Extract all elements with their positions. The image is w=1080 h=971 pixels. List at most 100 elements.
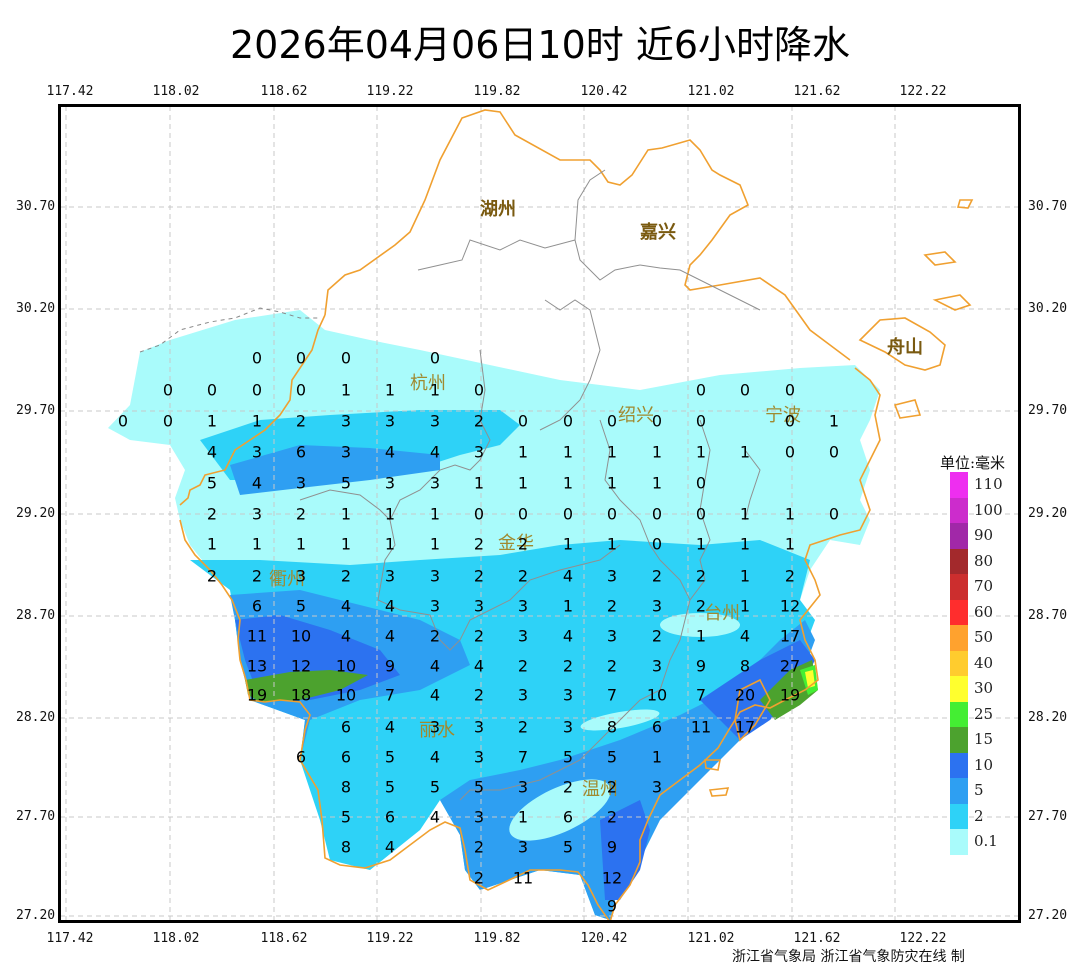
y-tick: 28.20 <box>1028 710 1068 725</box>
station-value: 6 <box>340 747 352 767</box>
station-value: 1 <box>739 596 751 616</box>
station-value: 3 <box>384 411 396 431</box>
station-value: 3 <box>651 777 663 797</box>
legend-label: 110 <box>974 475 1003 493</box>
station-value: 1 <box>429 380 441 400</box>
station-value: 0 <box>739 380 751 400</box>
legend-swatch <box>950 548 968 574</box>
province-border <box>179 109 974 923</box>
station-value: 4 <box>739 626 751 646</box>
x-tick: 118.62 <box>260 931 308 946</box>
station-value: 6 <box>295 442 307 462</box>
station-value: 1 <box>517 442 529 462</box>
station-value: 1 <box>739 566 751 586</box>
station-value: 2 <box>606 656 618 676</box>
city-label: 金华 <box>498 533 534 554</box>
station-value: 0 <box>429 348 441 368</box>
x-tick: 122.22 <box>899 84 947 99</box>
station-value: 1 <box>473 473 485 493</box>
gridlines <box>60 106 1019 921</box>
x-tick: 122.22 <box>899 931 947 946</box>
x-tick: 118.62 <box>260 84 308 99</box>
legend-label: 25 <box>974 704 994 723</box>
station-value: 3 <box>517 685 529 705</box>
station-value: 1 <box>606 473 618 493</box>
station-value: 19 <box>246 685 268 705</box>
station-value: 2 <box>295 411 307 431</box>
station-value: 4 <box>562 626 574 646</box>
station-value: 1 <box>695 626 707 646</box>
station-value: 4 <box>384 717 396 737</box>
y-tick: 30.20 <box>1028 301 1068 316</box>
station-value: 2 <box>340 566 352 586</box>
legend-label: 80 <box>974 551 994 570</box>
station-value: 3 <box>384 566 396 586</box>
station-value: 17 <box>734 717 756 737</box>
x-tick: 118.02 <box>152 931 200 946</box>
station-value: 0 <box>651 411 663 431</box>
station-value: 7 <box>384 685 396 705</box>
x-tick: 117.42 <box>46 84 94 99</box>
station-value: 7 <box>606 685 618 705</box>
station-value: 2 <box>473 685 485 705</box>
y-tick: 27.70 <box>16 809 56 824</box>
station-value: 0 <box>251 348 263 368</box>
station-value: 8 <box>340 777 352 797</box>
city-label: 舟山 <box>887 337 923 358</box>
city-label: 绍兴 <box>618 405 654 426</box>
legend-label: 5 <box>974 781 984 799</box>
station-value: 3 <box>473 717 485 737</box>
station-value: 0 <box>828 442 840 462</box>
station-value: 3 <box>651 656 663 676</box>
station-value: 2 <box>251 566 263 586</box>
station-value: 1 <box>562 534 574 554</box>
station-value: 4 <box>340 626 352 646</box>
station-value: 0 <box>784 380 796 400</box>
station-value: 1 <box>517 473 529 493</box>
neighbor-border <box>139 307 320 353</box>
station-value: 1 <box>695 442 707 462</box>
station-value: 3 <box>429 411 441 431</box>
city-label: 衢州 <box>269 569 305 590</box>
legend-swatch <box>950 752 968 778</box>
legend-swatch <box>950 803 968 829</box>
y-tick: 29.20 <box>16 506 56 521</box>
station-value: 4 <box>473 656 485 676</box>
station-value: 6 <box>251 596 263 616</box>
legend-label: 0.1 <box>974 832 998 850</box>
station-value: 4 <box>384 596 396 616</box>
station-value: 3 <box>251 442 263 462</box>
x-tick: 120.42 <box>580 931 628 946</box>
y-tick: 28.70 <box>16 608 56 623</box>
station-value: 0 <box>695 504 707 524</box>
y-tick: 29.70 <box>1028 403 1068 418</box>
x-tick: 121.62 <box>793 84 841 99</box>
station-value: 5 <box>473 777 485 797</box>
station-value: 1 <box>517 807 529 827</box>
station-value: 3 <box>384 473 396 493</box>
station-value: 20 <box>734 685 756 705</box>
y-tick: 28.20 <box>16 710 56 725</box>
station-value: 10 <box>335 656 357 676</box>
legend-swatch <box>950 497 968 523</box>
station-value: 1 <box>784 534 796 554</box>
station-value: 2 <box>784 566 796 586</box>
x-tick: 119.22 <box>366 931 414 946</box>
station-value: 0 <box>340 348 352 368</box>
station-value: 13 <box>246 656 268 676</box>
station-value: 6 <box>340 717 352 737</box>
station-value: 27 <box>779 656 801 676</box>
x-tick: 119.82 <box>473 84 521 99</box>
station-value: 3 <box>340 411 352 431</box>
station-value: 5 <box>340 807 352 827</box>
y-tick: 28.70 <box>1028 608 1068 623</box>
station-value: 2 <box>517 534 529 554</box>
city-label: 温州 <box>582 779 618 800</box>
x-tick: 121.02 <box>687 84 735 99</box>
city-label: 台州 <box>704 603 740 624</box>
station-value: 9 <box>606 837 618 857</box>
station-value: 0 <box>784 411 796 431</box>
station-value: 3 <box>295 566 307 586</box>
station-value: 1 <box>562 442 574 462</box>
